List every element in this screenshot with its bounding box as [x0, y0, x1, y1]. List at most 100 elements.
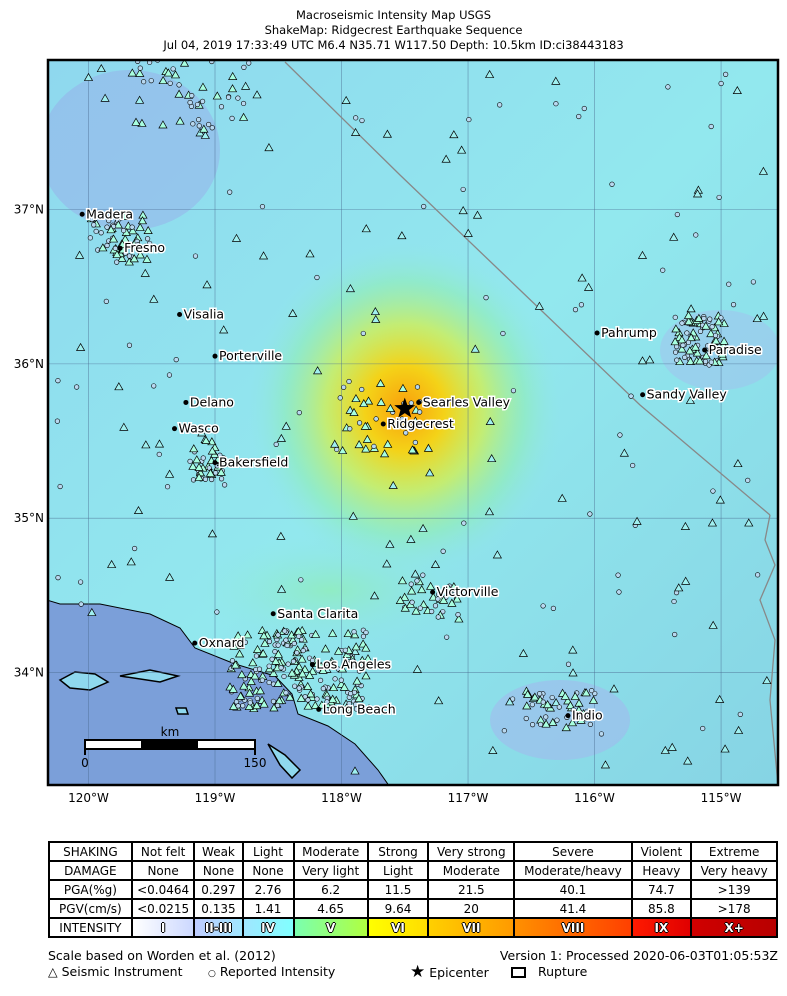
seismic-instrument-marker[interactable] — [259, 699, 269, 708]
seismic-instrument-marker[interactable] — [351, 642, 361, 651]
reported-intensity-marker[interactable] — [538, 721, 544, 727]
seismic-instrument-marker[interactable] — [74, 250, 85, 259]
reported-intensity-marker[interactable] — [227, 189, 233, 195]
seismic-instrument-marker[interactable] — [762, 675, 772, 685]
reported-intensity-marker[interactable] — [173, 357, 179, 363]
seismic-instrument-marker[interactable] — [170, 70, 181, 79]
reported-intensity-marker[interactable] — [665, 84, 671, 90]
seismic-instrument-marker[interactable] — [362, 434, 372, 443]
seismic-instrument-marker[interactable] — [560, 691, 570, 700]
seismic-instrument-marker[interactable] — [397, 576, 408, 585]
seismic-instrument-marker[interactable] — [248, 658, 258, 667]
reported-intensity-marker[interactable] — [292, 683, 298, 689]
seismic-instrument-marker[interactable] — [363, 396, 374, 405]
reported-intensity-marker[interactable] — [242, 639, 248, 645]
seismic-instrument-marker[interactable] — [522, 701, 532, 710]
seismic-instrument-marker[interactable] — [670, 337, 680, 346]
seismic-instrument-marker[interactable] — [313, 366, 323, 375]
reported-intensity-marker[interactable] — [137, 65, 143, 71]
reported-intensity-marker[interactable] — [209, 476, 215, 483]
reported-intensity-marker[interactable] — [617, 432, 623, 438]
seismic-instrument-marker[interactable] — [354, 440, 364, 449]
reported-intensity-marker[interactable] — [403, 430, 409, 436]
seismic-instrument-marker[interactable] — [228, 684, 238, 693]
seismic-instrument-marker[interactable] — [165, 572, 175, 581]
seismic-instrument-marker[interactable] — [127, 68, 137, 77]
seismic-instrument-marker[interactable] — [135, 68, 145, 77]
reported-intensity-marker[interactable] — [360, 330, 366, 337]
seismic-instrument-marker[interactable] — [385, 539, 395, 548]
seismic-instrument-marker[interactable] — [492, 550, 502, 559]
seismic-instrument-marker[interactable] — [383, 439, 393, 448]
seismic-instrument-marker[interactable] — [297, 654, 307, 663]
reported-intensity-marker[interactable] — [135, 242, 141, 248]
seismic-instrument-marker[interactable] — [352, 676, 362, 685]
reported-intensity-marker[interactable] — [672, 349, 679, 355]
reported-intensity-marker[interactable] — [247, 700, 253, 706]
reported-intensity-marker[interactable] — [189, 93, 195, 99]
seismic-instrument-marker[interactable] — [542, 700, 553, 709]
reported-intensity-marker[interactable] — [200, 455, 206, 461]
seismic-instrument-marker[interactable] — [230, 660, 240, 669]
seismic-instrument-marker[interactable] — [238, 112, 249, 121]
reported-intensity-marker[interactable] — [420, 572, 426, 578]
seismic-instrument-marker[interactable] — [259, 631, 269, 640]
seismic-instrument-marker[interactable] — [561, 723, 571, 732]
reported-intensity-marker[interactable] — [708, 359, 714, 365]
seismic-instrument-marker[interactable] — [129, 254, 139, 263]
reported-intensity-marker[interactable] — [712, 332, 719, 339]
seismic-instrument-marker[interactable] — [449, 130, 459, 139]
seismic-instrument-marker[interactable] — [430, 559, 441, 569]
seismic-instrument-marker[interactable] — [423, 443, 434, 452]
seismic-instrument-marker[interactable] — [281, 421, 291, 430]
seismic-instrument-marker[interactable] — [276, 584, 287, 593]
seismic-instrument-marker[interactable] — [551, 697, 561, 707]
reported-intensity-marker[interactable] — [755, 572, 761, 578]
seismic-instrument-marker[interactable] — [359, 399, 369, 408]
reported-intensity-marker[interactable] — [167, 80, 173, 86]
seismic-instrument-marker[interactable] — [412, 664, 423, 673]
reported-intensity-marker[interactable] — [196, 123, 202, 129]
reported-intensity-marker[interactable] — [272, 648, 278, 655]
reported-intensity-marker[interactable] — [540, 603, 546, 609]
reported-intensity-marker[interactable] — [342, 647, 348, 653]
seismic-instrument-marker[interactable] — [671, 324, 681, 333]
reported-intensity-marker[interactable] — [305, 697, 311, 703]
reported-intensity-marker[interactable] — [229, 658, 236, 664]
seismic-instrument-marker[interactable] — [637, 250, 648, 259]
seismic-instrument-marker[interactable] — [588, 695, 599, 704]
seismic-instrument-marker[interactable] — [418, 523, 428, 532]
reported-intensity-marker[interactable] — [103, 298, 109, 304]
reported-intensity-marker[interactable] — [697, 328, 704, 335]
seismic-instrument-marker[interactable] — [398, 383, 408, 392]
seismic-instrument-marker[interactable] — [363, 654, 373, 663]
seismic-instrument-marker[interactable] — [135, 222, 145, 231]
seismic-instrument-marker[interactable] — [191, 50, 199, 57]
seismic-instrument-marker[interactable] — [131, 117, 141, 126]
reported-intensity-marker[interactable] — [745, 477, 751, 483]
seismic-instrument-marker[interactable] — [348, 511, 358, 520]
reported-intensity-marker[interactable] — [421, 203, 427, 210]
reported-intensity-marker[interactable] — [598, 731, 605, 737]
reported-intensity-marker[interactable] — [409, 599, 415, 605]
reported-intensity-marker[interactable] — [254, 695, 260, 702]
epicenter-star-icon[interactable] — [394, 397, 416, 418]
seismic-instrument-marker[interactable] — [199, 124, 209, 133]
reported-intensity-marker[interactable] — [266, 679, 272, 686]
reported-intensity-marker[interactable] — [199, 98, 206, 104]
reported-intensity-marker[interactable] — [549, 694, 555, 701]
seismic-instrument-marker[interactable] — [235, 691, 246, 700]
reported-intensity-marker[interactable] — [259, 677, 265, 683]
reported-intensity-marker[interactable] — [217, 452, 223, 458]
reported-intensity-marker[interactable] — [270, 698, 277, 704]
reported-intensity-marker[interactable] — [371, 443, 377, 450]
reported-intensity-marker[interactable] — [275, 642, 281, 648]
reported-intensity-marker[interactable] — [529, 722, 536, 728]
seismic-instrument-marker[interactable] — [123, 240, 134, 249]
reported-intensity-marker[interactable] — [671, 598, 677, 605]
reported-intensity-marker[interactable] — [630, 462, 636, 469]
seismic-instrument-marker[interactable] — [686, 333, 696, 342]
seismic-instrument-marker[interactable] — [142, 254, 152, 263]
seismic-instrument-marker[interactable] — [273, 678, 283, 687]
reported-intensity-marker[interactable] — [55, 575, 61, 581]
